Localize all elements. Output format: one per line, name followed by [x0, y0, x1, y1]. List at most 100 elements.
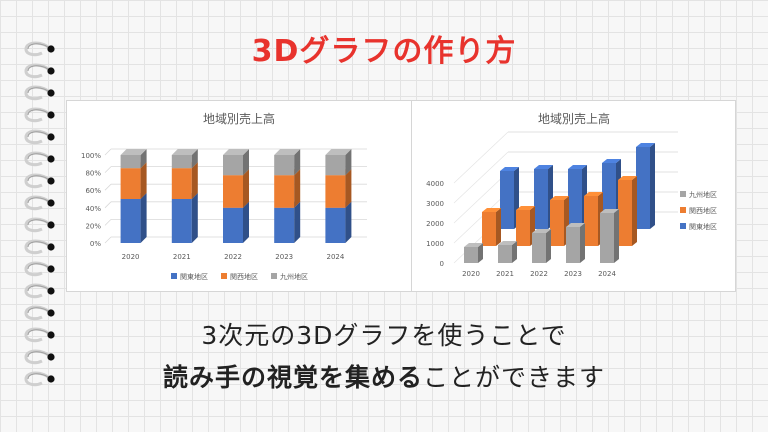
chart2-legend-label: 関東地区 — [689, 222, 717, 231]
chart1-ytick-label: 0% — [90, 240, 101, 248]
binding-ring — [24, 371, 55, 387]
spiral-binding — [22, 40, 62, 400]
chart1-legend-swatch — [271, 273, 277, 279]
chart2-bar — [534, 165, 553, 229]
chart1-ytick-label: 100% — [81, 152, 101, 160]
chart1-gridline-side — [104, 219, 112, 226]
chart2-legend-label: 九州地区 — [689, 190, 717, 199]
chart1-bar-side — [345, 201, 352, 243]
binding-ring — [24, 173, 55, 189]
chart1-bar-front — [325, 207, 346, 243]
binding-ring — [24, 151, 55, 167]
chart1-gridline-side — [104, 148, 112, 156]
chart2-bar-front — [568, 169, 582, 229]
chart1-bar-top — [325, 149, 352, 155]
caption-line-2: 読み手の視覚を集めることができます — [0, 358, 768, 394]
chart2-bar-top — [534, 165, 553, 169]
chart2-bar — [498, 241, 517, 263]
binding-ring — [24, 41, 55, 57]
panel-divider — [411, 101, 412, 291]
chart2-legend-label: 関西地区 — [689, 206, 717, 215]
chart1-bar-front — [171, 168, 192, 199]
chart1-bar-front — [120, 199, 141, 243]
binding-ring — [24, 349, 55, 365]
chart2-bar-front — [600, 213, 614, 263]
chart2-bar — [482, 208, 501, 246]
chart2-bar-top — [568, 165, 587, 169]
chart2-bar-side — [614, 209, 619, 263]
chart1-xtick-label: 2021 — [173, 253, 191, 261]
chart1-bar-front — [223, 175, 243, 208]
chart2-bar — [636, 143, 655, 229]
chart1-legend-label: 関西地区 — [230, 272, 258, 281]
chart1-bar-top — [120, 149, 147, 155]
chart1-ytick-label: 60% — [85, 187, 101, 195]
chart2-bar-front — [618, 180, 632, 246]
chart1-xtick-label: 2023 — [275, 253, 293, 261]
chart1-bar-side — [191, 193, 198, 243]
chart2-bar-top — [600, 209, 619, 213]
chart2-bar-top — [550, 196, 569, 200]
chart1-bar — [274, 201, 301, 243]
chart1-bar-front — [120, 155, 141, 169]
chart1-bar-top — [223, 149, 249, 155]
chart1-title: 地域別売上高 — [203, 111, 275, 126]
binding-ring — [24, 261, 55, 277]
chart2-gridline-side — [453, 131, 509, 184]
chart1-bar-side — [345, 149, 352, 176]
chart2-bar-top — [482, 208, 501, 212]
chart2-bar — [500, 167, 519, 229]
chart2-bar — [600, 209, 619, 263]
chart2-xtick-label: 2024 — [598, 270, 616, 278]
chart2-bar-front — [500, 171, 514, 229]
chart1-bar — [171, 149, 198, 169]
chart1-bar-side — [140, 162, 147, 199]
chart2-bar-top — [498, 241, 517, 245]
chart2-xtick-label: 2022 — [530, 270, 548, 278]
chart1-bar-side — [294, 201, 301, 243]
chart1-bar-front — [171, 199, 192, 243]
chart2-ytick-label: 1000 — [426, 240, 444, 248]
chart2-ytick-label: 2000 — [426, 220, 444, 228]
chart1-bar-front — [274, 207, 295, 243]
chart2-bar-front — [482, 212, 496, 246]
chart1-bar-side — [191, 162, 198, 199]
chart2-legend-swatch — [680, 207, 686, 213]
chart1-bar — [223, 149, 249, 176]
chart2-ytick-label: 4000 — [426, 180, 444, 188]
chart1-xtick-label: 2022 — [224, 253, 242, 261]
chart2-bar-front — [498, 245, 512, 263]
chart2-title: 地域別売上高 — [538, 111, 610, 126]
caption-emphasis: 読み手の視覚を集める — [162, 363, 423, 392]
page-title: 3Dグラフの作り方 — [251, 34, 517, 69]
chart1-bar-side — [243, 201, 249, 243]
chart2-bar-top — [516, 206, 535, 210]
chart2-bar — [464, 243, 483, 263]
chart1-xtick-label: 2024 — [326, 253, 344, 261]
chart1-bar — [120, 149, 147, 169]
chart2-bar-side — [650, 143, 655, 229]
chart1-gridline-side — [104, 201, 112, 209]
chart2-bar-top — [566, 223, 585, 227]
chart1-bar-side — [243, 169, 249, 208]
chart1-xtick-label: 2020 — [122, 253, 140, 261]
chart2-legend-swatch — [680, 191, 686, 197]
chart2-bar-side — [478, 243, 483, 263]
chart2-bar-front — [566, 227, 580, 263]
binding-ring — [24, 129, 55, 145]
chart1-bar — [171, 193, 198, 243]
chart1-bar-front — [120, 168, 141, 199]
caption-line-1: 3次元の3Dグラフを使うことで — [201, 321, 567, 350]
chart2-gridline-side — [453, 151, 509, 204]
chart1-bar-side — [191, 149, 198, 169]
chart1-bar-front — [274, 175, 295, 208]
chart1-bar — [274, 149, 301, 176]
chart2-bar-side — [546, 229, 551, 263]
chart1-legend-swatch — [221, 273, 227, 279]
chart2-ytick-label: 3000 — [426, 200, 444, 208]
chart2-gridline-side — [453, 171, 509, 224]
chart2-bar-front — [516, 210, 530, 246]
chart1-ytick-label: 80% — [85, 170, 101, 178]
binding-ring — [24, 107, 55, 123]
chart1-bar-front — [325, 175, 346, 208]
